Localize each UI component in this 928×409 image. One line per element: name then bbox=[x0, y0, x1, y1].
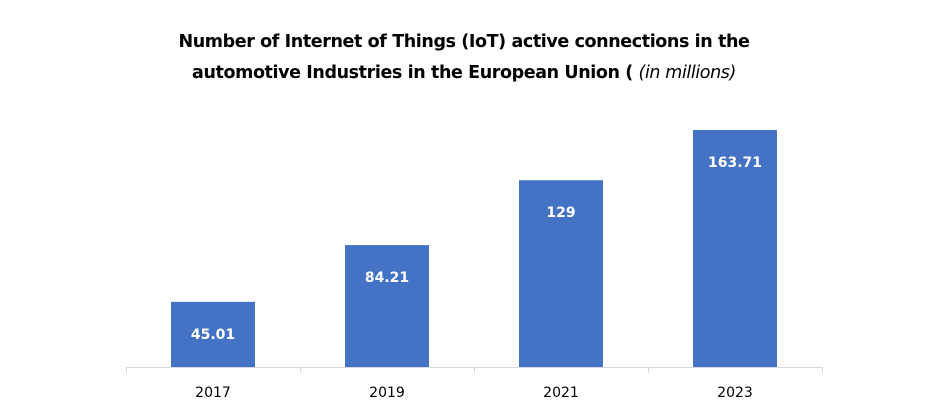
x-tick-label-2019: 2019 bbox=[369, 385, 405, 401]
chart-title-line-2: automotive Industries in the European Un… bbox=[0, 58, 928, 89]
chart-title-line-2-text: automotive Industries in the European Un… bbox=[192, 63, 633, 83]
x-tick-label-2017: 2017 bbox=[195, 385, 231, 401]
chart-title-unit: (in millions) bbox=[638, 63, 737, 83]
x-tick-labels: 2017 2019 2021 2023 bbox=[195, 385, 753, 401]
bar-2017 bbox=[171, 301, 255, 367]
data-label-2017: 45.01 bbox=[191, 327, 235, 343]
chart-title: Number of Internet of Things (IoT) activ… bbox=[0, 27, 928, 89]
bars-group: 45.01 84.21 129 163.71 bbox=[171, 130, 777, 367]
data-label-2023: 163.71 bbox=[708, 155, 762, 171]
bar-2019 bbox=[345, 245, 429, 367]
x-tick-label-2023: 2023 bbox=[717, 385, 753, 401]
x-tick-label-2021: 2021 bbox=[543, 385, 579, 401]
bar-2023 bbox=[693, 130, 777, 367]
data-label-2021: 129 bbox=[546, 205, 575, 221]
x-axis bbox=[126, 367, 823, 373]
chart-title-line-1: Number of Internet of Things (IoT) activ… bbox=[178, 32, 750, 52]
bar-2021 bbox=[519, 180, 603, 367]
data-label-2019: 84.21 bbox=[365, 270, 409, 286]
